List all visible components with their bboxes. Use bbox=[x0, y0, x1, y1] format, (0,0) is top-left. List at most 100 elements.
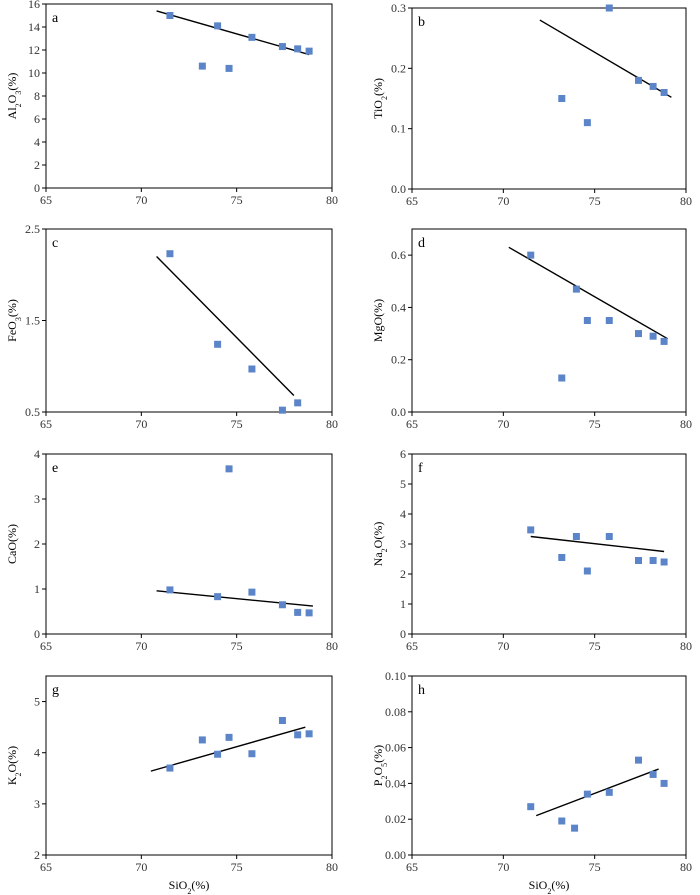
y-tick-label: 5 bbox=[34, 695, 40, 709]
y-tick-label: 0.2 bbox=[391, 353, 406, 367]
data-point bbox=[166, 586, 174, 594]
y-axis-label: MgO(%) bbox=[371, 299, 385, 342]
data-point bbox=[649, 770, 657, 778]
trend-line bbox=[530, 535, 665, 553]
plot-frame bbox=[411, 675, 687, 856]
data-point bbox=[214, 593, 222, 601]
x-tick-label: 65 bbox=[40, 860, 52, 874]
panel-d: 65 70 75 80 0.0 0.2 0.4 0.6 d MgO(%) bbox=[371, 228, 692, 431]
panel-h: 65 70 75 80 0.00 0.02 0.04 0.06 0.08 0.10 h P2O5(%)… bbox=[371, 669, 692, 895]
y-axis-label: FeO3(%) bbox=[5, 299, 23, 342]
y-tick-label: 0.00 bbox=[385, 848, 406, 862]
data-point bbox=[214, 750, 222, 758]
plot-frame bbox=[45, 228, 333, 413]
y-axis-label: Na2O(%) bbox=[371, 522, 389, 567]
x-tick-label: 75 bbox=[231, 639, 243, 653]
y-tick-label: 0.04 bbox=[385, 776, 406, 790]
y-tick-label: 0.06 bbox=[385, 741, 406, 755]
panel-letter: f bbox=[418, 461, 423, 476]
x-tick-label: 75 bbox=[589, 860, 601, 874]
data-point bbox=[225, 733, 233, 741]
plot-frame bbox=[411, 228, 687, 413]
x-axis-label: SiO2(%) bbox=[529, 878, 570, 895]
data-point bbox=[558, 554, 566, 561]
x-tick-label: 75 bbox=[589, 639, 601, 653]
panel-letter: h bbox=[418, 683, 425, 698]
data-point bbox=[294, 45, 302, 53]
trend-line bbox=[156, 10, 310, 56]
x-tick-label: 70 bbox=[135, 193, 147, 207]
data-point bbox=[558, 817, 566, 825]
data-point bbox=[248, 750, 256, 758]
y-tick-label: 6 bbox=[400, 447, 406, 461]
panel-a: 65 70 75 80 0 2 4 6 8 10 12 14 16 a Al2O3(%) bbox=[5, 0, 338, 207]
y-tick-label: 0 bbox=[34, 181, 40, 195]
data-point bbox=[527, 803, 535, 811]
y-tick-label: 2 bbox=[34, 158, 40, 172]
data-point bbox=[198, 736, 206, 744]
data-point bbox=[558, 374, 566, 382]
panel-letter: e bbox=[52, 461, 58, 476]
y-tick-label: 2.5 bbox=[25, 222, 40, 236]
y-tick-label: 8 bbox=[34, 89, 40, 103]
x-tick-label: 65 bbox=[406, 639, 418, 653]
data-point bbox=[649, 82, 657, 90]
data-point bbox=[635, 76, 643, 84]
data-point bbox=[583, 567, 591, 575]
y-tick-label: 0.1 bbox=[391, 122, 406, 136]
y-axis-label: TiO2(%) bbox=[371, 78, 389, 119]
panel-e: 65 70 75 80 0 1 2 3 4e CaO(%) bbox=[5, 447, 338, 653]
data-point bbox=[305, 730, 313, 738]
data-point bbox=[278, 43, 286, 51]
data-point bbox=[649, 557, 657, 564]
plot-frame bbox=[45, 675, 333, 856]
y-tick-label: 0.0 bbox=[391, 182, 406, 196]
x-tick-label: 65 bbox=[40, 193, 52, 207]
trend-line bbox=[156, 255, 295, 397]
y-axis-label: Al2O3(%) bbox=[5, 73, 23, 120]
x-tick-label: 80 bbox=[326, 639, 338, 653]
x-tick-label: 70 bbox=[135, 860, 147, 874]
y-tick-label: 16 bbox=[28, 0, 40, 11]
x-tick-label: 80 bbox=[680, 860, 692, 874]
trend-line bbox=[156, 590, 314, 607]
x-tick-label: 65 bbox=[406, 194, 418, 208]
y-axis-label: P2O5(%) bbox=[371, 745, 389, 786]
plot-frame bbox=[45, 453, 333, 635]
x-tick-label: 80 bbox=[680, 639, 692, 653]
data-point bbox=[527, 526, 535, 534]
plot-frame bbox=[411, 7, 687, 190]
data-point bbox=[605, 533, 613, 540]
panel-letter: g bbox=[52, 683, 59, 698]
data-point bbox=[635, 756, 643, 764]
data-point bbox=[278, 716, 286, 724]
y-tick-label: 0.08 bbox=[385, 705, 406, 719]
x-tick-label: 65 bbox=[406, 860, 418, 874]
data-point bbox=[305, 47, 313, 55]
data-point bbox=[660, 88, 668, 96]
data-point bbox=[583, 317, 591, 324]
x-tick-label: 75 bbox=[231, 193, 243, 207]
trend-line bbox=[535, 768, 659, 817]
trend-line bbox=[150, 726, 306, 772]
x-tick-label: 80 bbox=[326, 860, 338, 874]
y-tick-label: 4 bbox=[34, 746, 40, 760]
y-tick-label: 4 bbox=[34, 447, 40, 461]
data-point bbox=[214, 22, 222, 30]
plot-frame bbox=[45, 3, 333, 189]
x-tick-label: 70 bbox=[497, 860, 509, 874]
data-point bbox=[166, 764, 174, 772]
data-point bbox=[166, 250, 174, 258]
panel-letter: d bbox=[418, 236, 425, 251]
y-tick-label: 3 bbox=[34, 492, 40, 506]
data-point bbox=[214, 340, 222, 348]
y-tick-label: 0.10 bbox=[385, 669, 406, 683]
data-point bbox=[660, 558, 668, 566]
data-point bbox=[225, 465, 233, 473]
data-point bbox=[583, 790, 591, 798]
y-tick-label: 12 bbox=[28, 43, 40, 57]
x-tick-label: 75 bbox=[589, 194, 601, 208]
data-point bbox=[649, 332, 657, 340]
x-tick-label: 70 bbox=[135, 639, 147, 653]
